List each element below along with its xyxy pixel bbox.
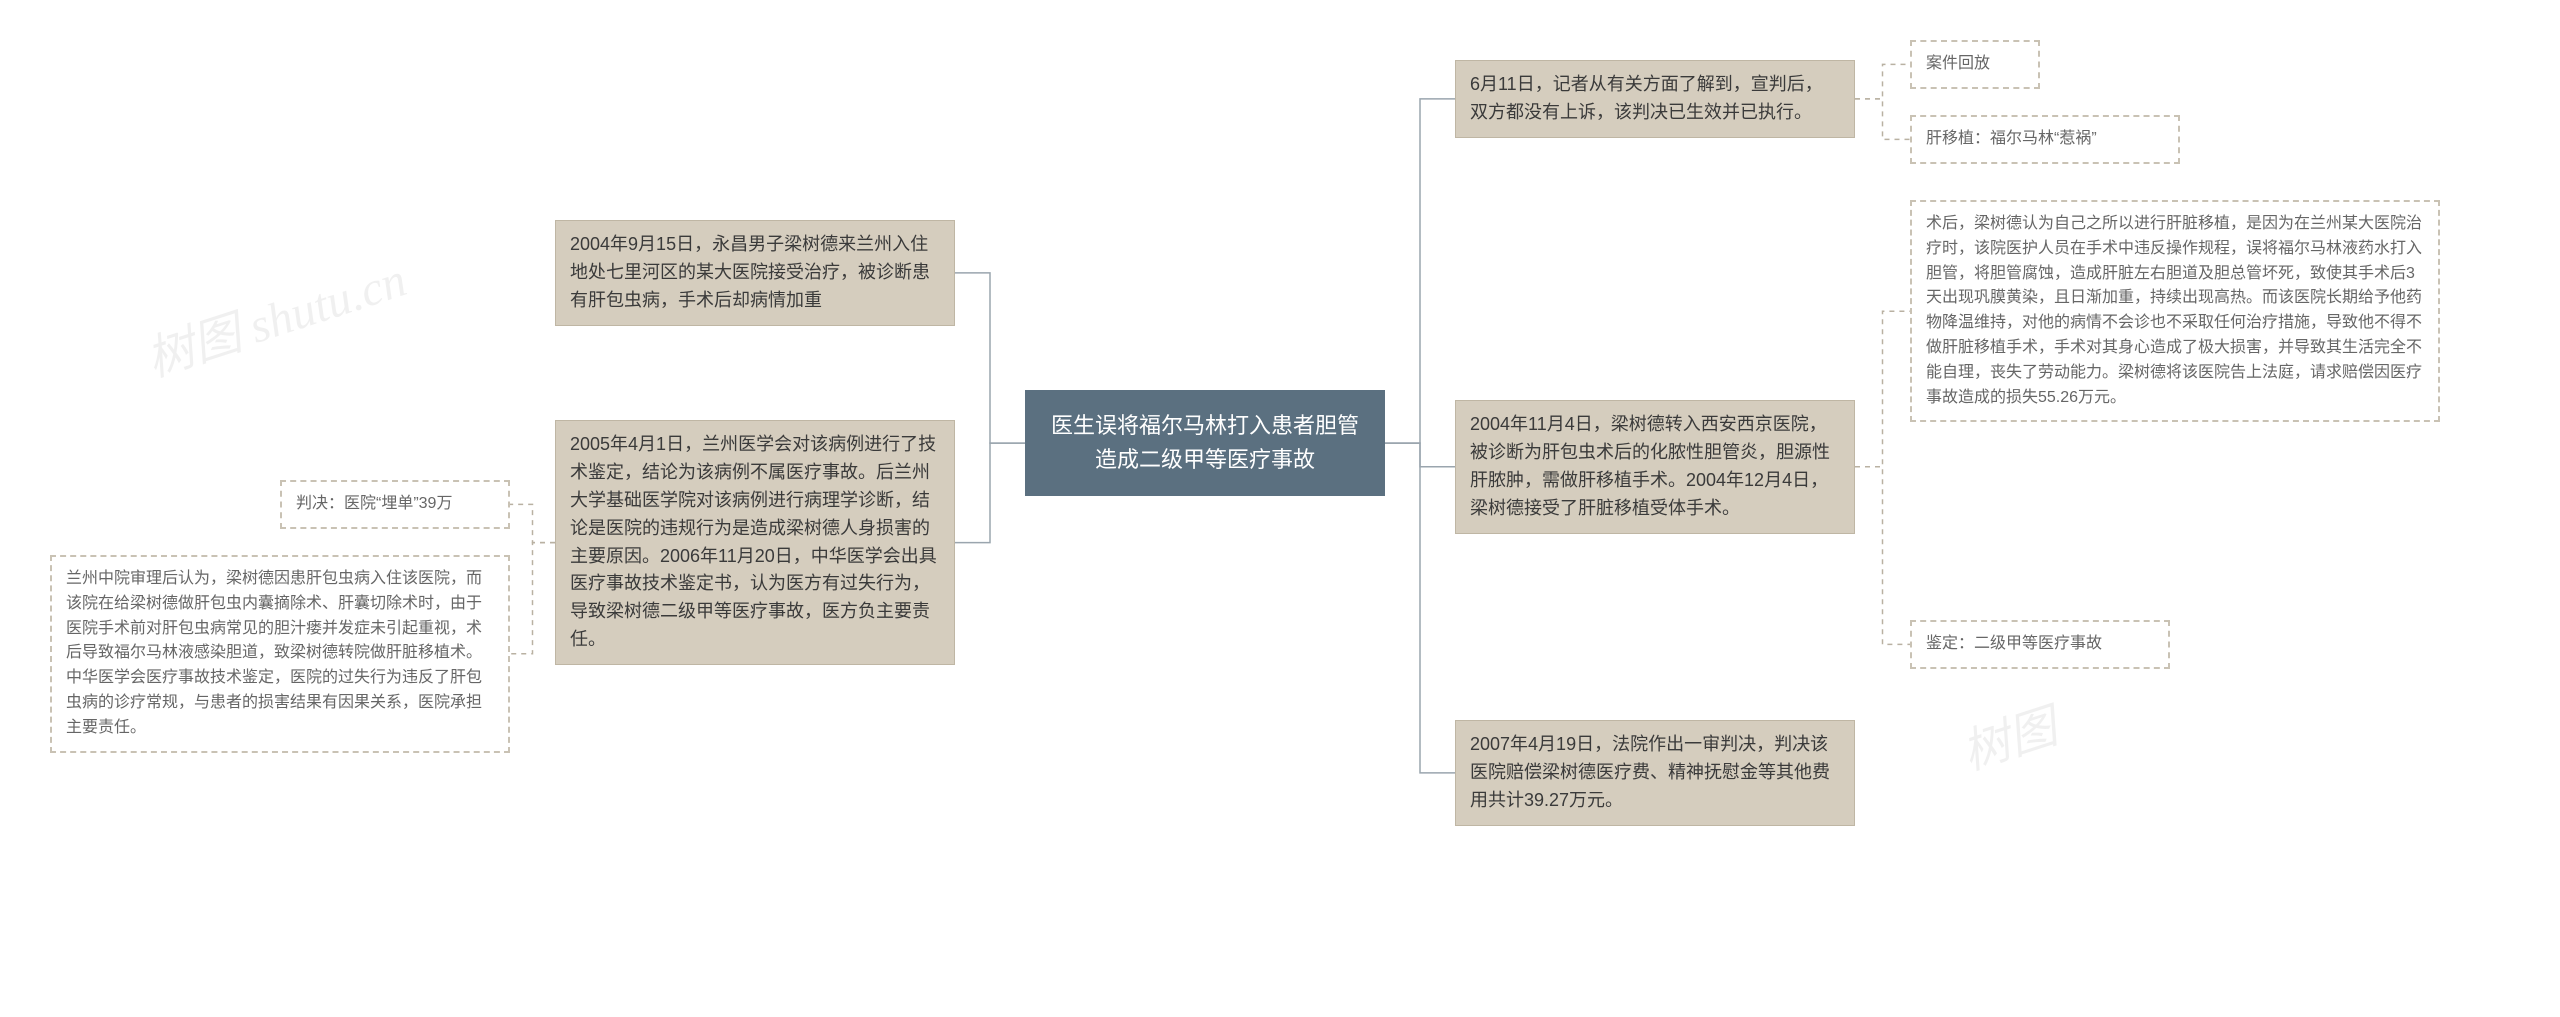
edge-right2-right2b bbox=[1855, 467, 1910, 645]
mindmap-node-right2b[interactable]: 鉴定：二级甲等医疗事故 bbox=[1910, 620, 2170, 669]
mindmap-node-right1b[interactable]: 肝移植：福尔马林“惹祸” bbox=[1910, 115, 2180, 164]
watermark: 树图 bbox=[1952, 687, 2065, 783]
edge-right1-right1a bbox=[1855, 64, 1910, 98]
mindmap-node-right2a[interactable]: 术后，梁树德认为自己之所以进行肝脏移植，是因为在兰州某大医院治疗时，该院医护人员… bbox=[1910, 200, 2440, 422]
mindmap-node-center[interactable]: 医生误将福尔马林打入患者胆管造成二级甲等医疗事故 bbox=[1025, 390, 1385, 496]
edge-left2-left2b bbox=[510, 543, 555, 654]
edge-center-right1 bbox=[1385, 99, 1455, 443]
edge-left2-left2a bbox=[510, 504, 555, 542]
mindmap-node-right3[interactable]: 2007年4月19日，法院作出一审判决，判决该医院赔偿梁树德医疗费、精神抚慰金等… bbox=[1455, 720, 1855, 826]
mindmap-node-left2b[interactable]: 兰州中院审理后认为，梁树德因患肝包虫病入住该医院，而该院在给梁树德做肝包虫内囊摘… bbox=[50, 555, 510, 753]
edge-center-right3 bbox=[1385, 443, 1455, 773]
mindmap-node-left2[interactable]: 2005年4月1日，兰州医学会对该病例进行了技术鉴定，结论为该病例不属医疗事故。… bbox=[555, 420, 955, 665]
edge-center-left2 bbox=[955, 443, 1025, 542]
mindmap-canvas: 树图 shutu.cn 树图 医生误将福尔马林打入患者胆管造成二级甲等医疗事故 200… bbox=[0, 0, 2560, 1017]
edge-right2-right2a bbox=[1855, 311, 1910, 467]
mindmap-node-right1a[interactable]: 案件回放 bbox=[1910, 40, 2040, 89]
mindmap-node-left2a[interactable]: 判决：医院“埋单”39万 bbox=[280, 480, 510, 529]
mindmap-node-left1[interactable]: 2004年9月15日，永昌男子梁树德来兰州入住地处七里河区的某大医院接受治疗，被… bbox=[555, 220, 955, 326]
mindmap-node-right2[interactable]: 2004年11月4日，梁树德转入西安西京医院，被诊断为肝包虫术后的化脓性胆管炎，… bbox=[1455, 400, 1855, 534]
watermark: 树图 shutu.cn bbox=[136, 240, 414, 390]
edge-right1-right1b bbox=[1855, 99, 1910, 140]
edge-center-left1 bbox=[955, 273, 1025, 443]
edge-center-right2 bbox=[1385, 443, 1455, 467]
mindmap-node-right1[interactable]: 6月11日，记者从有关方面了解到，宣判后，双方都没有上诉，该判决已生效并已执行。 bbox=[1455, 60, 1855, 138]
